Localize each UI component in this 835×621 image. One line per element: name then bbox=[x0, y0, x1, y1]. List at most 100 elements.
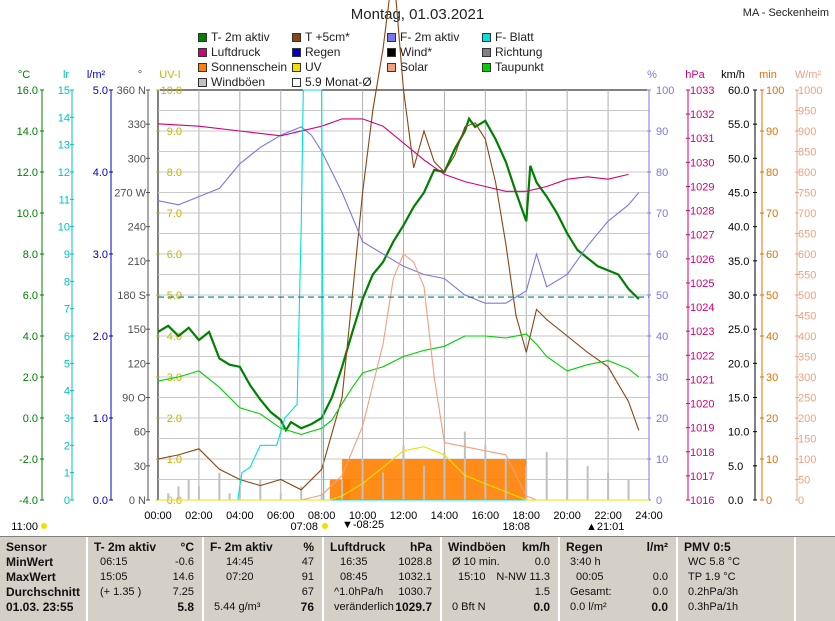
press-unit: hPa bbox=[409, 540, 432, 554]
press-tick-label: 1032 bbox=[690, 109, 714, 121]
temp-tick-label: 10.0 bbox=[17, 208, 38, 220]
rain-unit: l/m² bbox=[646, 540, 668, 554]
legend-item: Sonnenschein bbox=[198, 60, 287, 74]
press-tick-label: 1023 bbox=[690, 326, 714, 338]
temp-max-value: 14.6 bbox=[172, 571, 194, 583]
dir-unit-label: ° bbox=[138, 69, 142, 81]
press-tick-label: 1029 bbox=[690, 181, 714, 193]
blatt-tick-label: 13 bbox=[58, 140, 70, 152]
wind-current-value: 0.0 bbox=[533, 600, 550, 614]
press-tendency: veränderlich bbox=[334, 601, 394, 613]
temp-avg-value: 7.25 bbox=[172, 586, 194, 598]
series-line bbox=[157, 118, 629, 192]
hum-tick-label: 90 bbox=[656, 126, 668, 138]
legend-label: T- 2m aktiv bbox=[211, 30, 270, 44]
uvstart-label: ▼-08:25 bbox=[342, 519, 384, 531]
dir-tick-label: 150 bbox=[128, 324, 146, 336]
legend-swatch bbox=[198, 47, 207, 57]
rain-total-label: Gesamt: bbox=[570, 586, 612, 598]
temp-header: T- 2m aktiv bbox=[94, 540, 157, 554]
dir-tick-label: 120 bbox=[128, 358, 146, 370]
hum-min-value: 47 bbox=[301, 556, 314, 568]
time-tick-label: 08:00 bbox=[308, 510, 336, 522]
hum-tick-label: 20 bbox=[656, 413, 668, 425]
legend-swatch bbox=[292, 32, 301, 42]
rain-duration: 3:40 h bbox=[570, 556, 601, 568]
blatt-tick-label: 5 bbox=[64, 358, 70, 370]
time-tick-label: 04:00 bbox=[226, 510, 254, 522]
wind-tick-label: 35.0 bbox=[728, 256, 749, 268]
hum-header: F- 2m aktiv bbox=[210, 540, 273, 554]
pmv-dewpoint: TP 1.9 °C bbox=[688, 571, 736, 583]
legend-item: Richtung bbox=[482, 45, 542, 59]
legend-label: 5.9 Monat-Ø bbox=[305, 75, 372, 89]
sunrise-label: 07:08 bbox=[290, 521, 318, 533]
dir-tick-label: 180 S bbox=[117, 290, 146, 302]
rain-tick-label: 4.0 bbox=[93, 167, 108, 179]
wind-tick-label: 45.0 bbox=[728, 188, 749, 200]
temp-avg-note: (+ 1.35 ) bbox=[100, 586, 142, 598]
min-tick-label: 0 bbox=[766, 495, 772, 507]
wind-tick-label: 5.0 bbox=[728, 461, 743, 473]
wind-avg-label: Ø 10 min. bbox=[452, 556, 500, 568]
wind-tick-label: 60.0 bbox=[728, 85, 749, 97]
legend-item: F- 2m aktiv bbox=[387, 30, 459, 44]
press-tick-label: 1025 bbox=[690, 278, 714, 290]
legend-item: Luftdruck bbox=[198, 45, 260, 59]
hum-unit: % bbox=[303, 540, 314, 554]
press-header: Luftdruck bbox=[330, 540, 386, 554]
row-label-current: 01.03. 23:55 bbox=[6, 600, 74, 614]
legend-label: Taupunkt bbox=[495, 60, 544, 74]
solar-tick-label: 400 bbox=[798, 331, 816, 343]
wind-unit-label: km/h bbox=[721, 69, 745, 81]
blatt-tick-label: 0 bbox=[64, 495, 70, 507]
press-tick-label: 1033 bbox=[690, 85, 714, 97]
solar-tick-label: 550 bbox=[798, 270, 816, 282]
series-line bbox=[157, 116, 640, 433]
rain-column: Regen l/m² 3:40 h 00:05 0.0 Gesamt: 0.0 0.0… bbox=[560, 537, 678, 621]
solar-tick-label: 650 bbox=[798, 229, 816, 241]
wind-unit: km/h bbox=[521, 540, 550, 554]
hum-max-value: 91 bbox=[301, 571, 314, 583]
press-tick-label: 1027 bbox=[690, 230, 714, 242]
press-tick-label: 1030 bbox=[690, 157, 714, 169]
legend-label: Richtung bbox=[495, 45, 543, 59]
pmv-header: PMV 0:5 bbox=[684, 540, 731, 554]
press-tick-label: 1020 bbox=[690, 399, 714, 411]
wind-tick-label: 40.0 bbox=[728, 222, 749, 234]
legend-item: F- Blatt bbox=[482, 30, 534, 44]
rain-current-value: 0.0 bbox=[651, 600, 668, 614]
wind-tick-label: 20.0 bbox=[728, 358, 749, 370]
series-line bbox=[157, 0, 640, 491]
dir-tick-label: 300 bbox=[128, 153, 146, 165]
solar-tick-label: 0 bbox=[798, 495, 804, 507]
row-label-avg: Durchschnitt bbox=[6, 585, 81, 599]
press-min-time: 16:35 bbox=[340, 556, 368, 568]
dir-tick-label: 30 bbox=[134, 461, 146, 473]
dir-tick-label: 270 W bbox=[114, 188, 146, 200]
legend-swatch bbox=[292, 47, 301, 57]
pmv-windchill: WC 5.8 °C bbox=[688, 556, 741, 568]
series-line bbox=[157, 126, 640, 304]
sunshine-bar bbox=[403, 459, 424, 500]
uv-tick-label: 8.0 bbox=[167, 167, 182, 179]
temp-tick-label: 16.0 bbox=[17, 85, 38, 97]
temp-current-value: 5.8 bbox=[177, 600, 194, 614]
blatt-tick-label: 3 bbox=[64, 413, 70, 425]
press-tick-label: 1021 bbox=[690, 374, 714, 386]
uv-tick-label: 7.0 bbox=[167, 208, 182, 220]
wind-header: Windböen bbox=[448, 540, 506, 554]
temp-tick-label: 6.0 bbox=[23, 290, 38, 302]
series-line bbox=[157, 333, 640, 435]
press-tick-label: 1031 bbox=[690, 133, 714, 145]
solar-tick-label: 900 bbox=[798, 126, 816, 138]
legend-label: F- 2m aktiv bbox=[400, 30, 460, 44]
uv-tick-label: 5.0 bbox=[167, 290, 182, 302]
legend-item: Taupunkt bbox=[482, 60, 544, 74]
dir-tick-label: 360 N bbox=[117, 85, 146, 97]
press-tick-label: 1022 bbox=[690, 350, 714, 362]
min-tick-label: 30 bbox=[766, 372, 778, 384]
hum-tick-label: 40 bbox=[656, 331, 668, 343]
sunshine-bar bbox=[485, 459, 506, 500]
moonset-label: ▲21:01 bbox=[586, 521, 624, 533]
